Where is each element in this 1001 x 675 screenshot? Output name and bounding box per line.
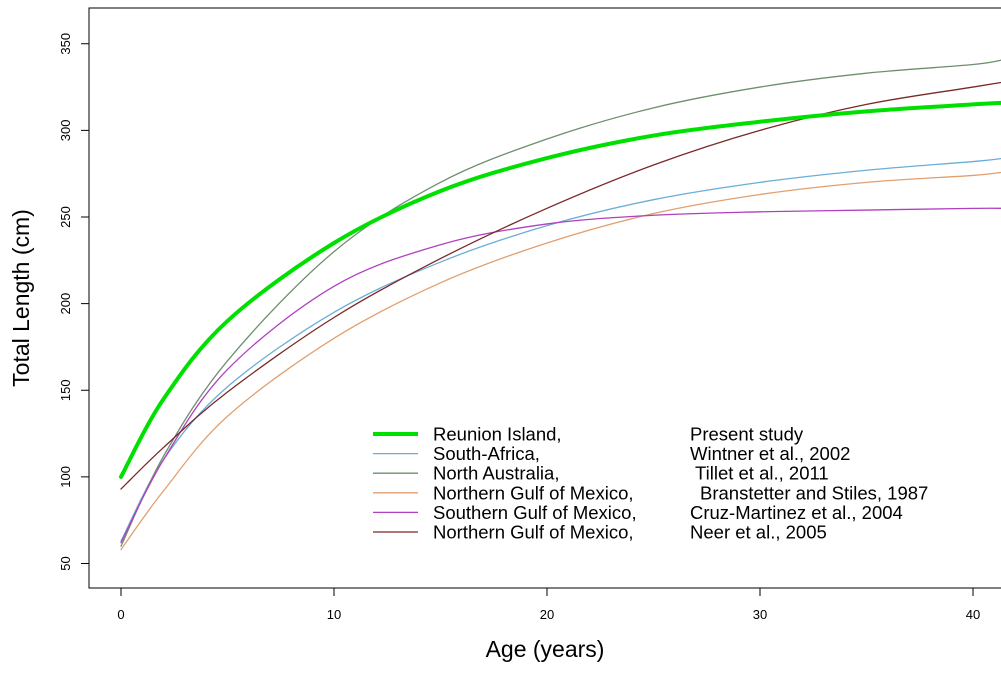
legend-source: Cruz-Martinez et al., 2004 bbox=[690, 502, 903, 523]
y-tick-label: 250 bbox=[58, 206, 73, 228]
legend-source: Tillet et al., 2011 bbox=[695, 463, 829, 484]
series-line-2 bbox=[120, 59, 1001, 547]
x-tick-label: 0 bbox=[117, 607, 124, 622]
legend-label: South-Africa, bbox=[433, 443, 540, 464]
y-axis: 50 100 150 200 250 300 350 bbox=[58, 33, 89, 571]
legend-label: Northern Gulf of Mexico, bbox=[433, 482, 634, 503]
legend-source: Wintner et al., 2002 bbox=[690, 443, 850, 464]
y-tick-label: 50 bbox=[58, 556, 73, 570]
y-tick-label: 100 bbox=[58, 466, 73, 488]
plot-frame bbox=[88, 7, 1001, 589]
series-line-1 bbox=[120, 157, 1001, 542]
legend-label: North Australia, bbox=[433, 463, 559, 484]
x-axis: 0 10 20 30 40 bbox=[117, 588, 980, 622]
legend-label: Reunion Island, bbox=[433, 424, 562, 445]
y-tick-label: 150 bbox=[58, 379, 73, 401]
y-tick-label: 200 bbox=[58, 293, 73, 315]
x-tick-label: 10 bbox=[327, 607, 341, 622]
legend-label: Northern Gulf of Mexico, bbox=[433, 522, 634, 543]
x-tick-label: 20 bbox=[540, 607, 554, 622]
series-lines bbox=[119, 59, 1001, 551]
series-line-0 bbox=[119, 100, 1001, 479]
legend-source: Neer et al., 2005 bbox=[690, 522, 827, 543]
legend: Reunion Island, Present study South-Africa… bbox=[373, 424, 928, 543]
x-tick-label: 30 bbox=[753, 607, 767, 622]
legend-source: Present study bbox=[690, 424, 804, 445]
y-tick-label: 300 bbox=[58, 120, 73, 142]
x-tick-label: 40 bbox=[966, 607, 980, 622]
series-line-3 bbox=[120, 171, 1001, 551]
x-axis-title: Age (years) bbox=[486, 636, 605, 662]
y-axis-title: Total Length (cm) bbox=[8, 209, 34, 387]
series-line-5 bbox=[120, 81, 1001, 490]
series-line-4 bbox=[120, 207, 1001, 544]
y-tick-label: 350 bbox=[58, 33, 73, 55]
legend-source: Branstetter and Stiles, 1987 bbox=[700, 482, 928, 503]
legend-label: Southern Gulf of Mexico, bbox=[433, 502, 637, 523]
